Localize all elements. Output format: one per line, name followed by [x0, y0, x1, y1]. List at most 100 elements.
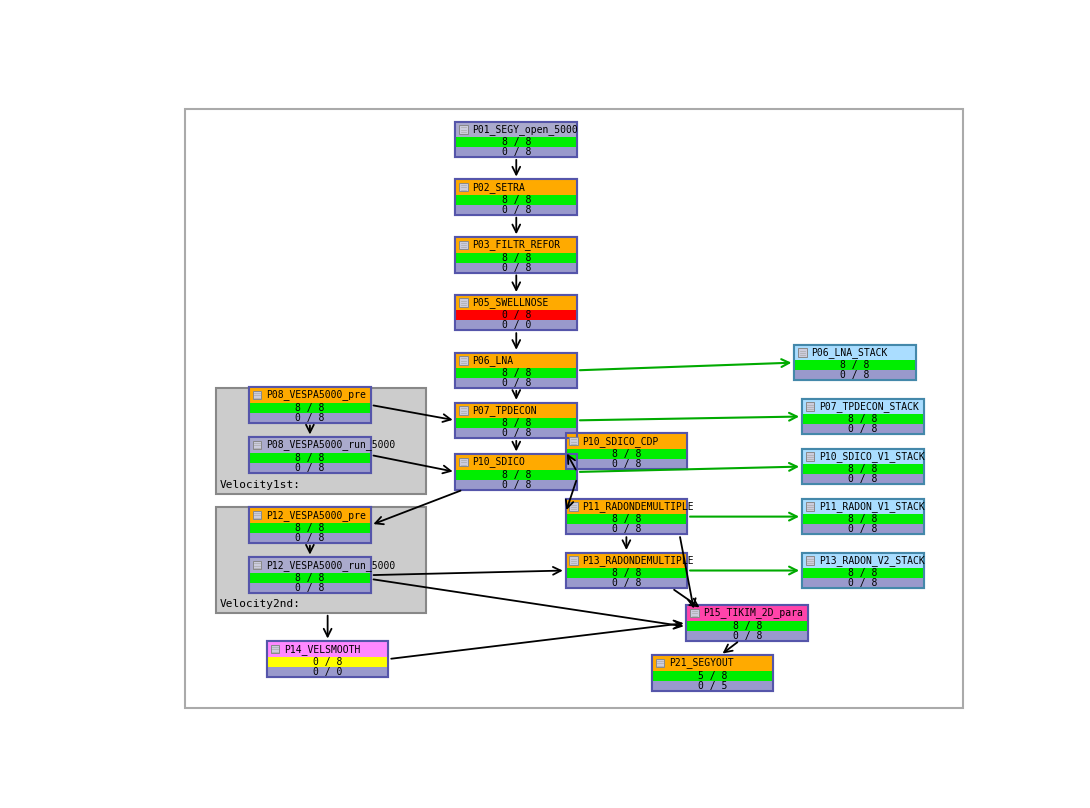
Bar [250, 463, 371, 473]
Text: Velocity2nd:: Velocity2nd: [220, 599, 301, 609]
Bar [456, 295, 577, 310]
Bar [795, 345, 916, 360]
Bar [802, 474, 923, 484]
Text: 8 / 8: 8 / 8 [295, 402, 325, 413]
Text: 0 / 8: 0 / 8 [848, 579, 877, 588]
Bar [795, 360, 916, 370]
Text: 8 / 8: 8 / 8 [732, 621, 762, 630]
Bar [267, 642, 388, 677]
Text: P10_SDICO_V1_STACK: P10_SDICO_V1_STACK [819, 451, 924, 462]
Bar [566, 553, 687, 588]
Bar [566, 499, 687, 534]
Text: 8 / 8: 8 / 8 [611, 515, 641, 524]
Bar [459, 457, 468, 466]
Bar [798, 348, 807, 357]
Bar [250, 387, 371, 402]
Text: 0 / 8: 0 / 8 [501, 147, 531, 157]
Bar [802, 553, 923, 588]
Bar [566, 579, 687, 588]
Text: 0 / 8: 0 / 8 [732, 630, 762, 641]
Bar [250, 413, 371, 423]
Bar [456, 454, 577, 490]
Bar [569, 503, 578, 511]
Bar [253, 561, 262, 570]
Bar [456, 320, 577, 330]
Bar [795, 370, 916, 381]
Bar [652, 655, 774, 671]
Bar [456, 428, 577, 438]
Bar [566, 553, 687, 568]
Bar [456, 454, 577, 469]
Bar [802, 499, 923, 534]
Text: 8 / 8: 8 / 8 [295, 452, 325, 463]
Text: P06_LNA: P06_LNA [472, 355, 513, 366]
Bar [459, 298, 468, 307]
Text: P07_TPDECON_STACK: P07_TPDECON_STACK [819, 401, 919, 412]
Bar [253, 441, 262, 449]
Text: 0 / 8: 0 / 8 [313, 657, 342, 667]
Text: P07_TPDECON: P07_TPDECON [472, 405, 537, 416]
Bar [456, 368, 577, 378]
Text: 0 / 8: 0 / 8 [501, 204, 531, 215]
Text: 8 / 8: 8 / 8 [848, 568, 877, 579]
Bar [802, 568, 923, 579]
Bar [267, 642, 388, 657]
Bar [566, 568, 687, 579]
Text: 0 / 8: 0 / 8 [848, 424, 877, 434]
Text: P06_LNA_STACK: P06_LNA_STACK [811, 347, 887, 358]
Bar [566, 515, 687, 524]
Text: P05_SWELLNOSE: P05_SWELLNOSE [472, 297, 548, 308]
Bar [456, 480, 577, 490]
Text: 8 / 8: 8 / 8 [840, 360, 870, 370]
Bar [795, 345, 916, 381]
Bar [250, 507, 371, 543]
Bar [250, 402, 371, 413]
Text: 8 / 8: 8 / 8 [501, 195, 531, 204]
Text: 8 / 8: 8 / 8 [501, 137, 531, 147]
Bar [250, 437, 371, 473]
Bar [652, 680, 774, 691]
Text: 0 / 8: 0 / 8 [295, 413, 325, 423]
Bar [456, 263, 577, 272]
Bar [690, 608, 699, 617]
Bar [566, 553, 687, 588]
Text: 0 / 8: 0 / 8 [848, 474, 877, 484]
Bar [456, 137, 577, 147]
Bar [566, 433, 687, 469]
Bar [802, 499, 923, 534]
Bar [806, 556, 814, 565]
Text: P13_RADONDEMULTIPLE: P13_RADONDEMULTIPLE [582, 555, 694, 566]
Bar [250, 573, 371, 583]
Bar [456, 310, 577, 320]
Bar [566, 433, 687, 469]
Text: P10_SDICO: P10_SDICO [472, 457, 525, 467]
Bar [456, 402, 577, 438]
Bar [250, 532, 371, 543]
Bar [456, 352, 577, 388]
Text: P02_SETRA: P02_SETRA [472, 182, 525, 192]
Bar [250, 523, 371, 532]
Text: 8 / 8: 8 / 8 [295, 573, 325, 583]
Text: P01_SEGY_open_5000: P01_SEGY_open_5000 [472, 124, 578, 135]
Bar [456, 121, 577, 157]
Text: 0 / 0: 0 / 0 [313, 667, 342, 677]
Bar [267, 667, 388, 677]
Bar [250, 387, 371, 423]
Text: Velocity1st:: Velocity1st: [220, 480, 301, 490]
Bar [250, 583, 371, 593]
Text: 8 / 8: 8 / 8 [611, 449, 641, 459]
Bar [250, 558, 371, 593]
Bar [802, 449, 923, 484]
Bar [802, 449, 923, 484]
Bar [459, 183, 468, 191]
Bar [566, 449, 687, 459]
Bar [569, 556, 578, 565]
Bar [802, 399, 923, 415]
Text: 0 / 8: 0 / 8 [848, 524, 877, 534]
Text: 0 / 8: 0 / 8 [295, 532, 325, 543]
Bar [566, 499, 687, 515]
Bar [802, 424, 923, 434]
Bar [216, 507, 426, 612]
Text: 8 / 8: 8 / 8 [501, 368, 531, 378]
Bar [456, 237, 577, 272]
